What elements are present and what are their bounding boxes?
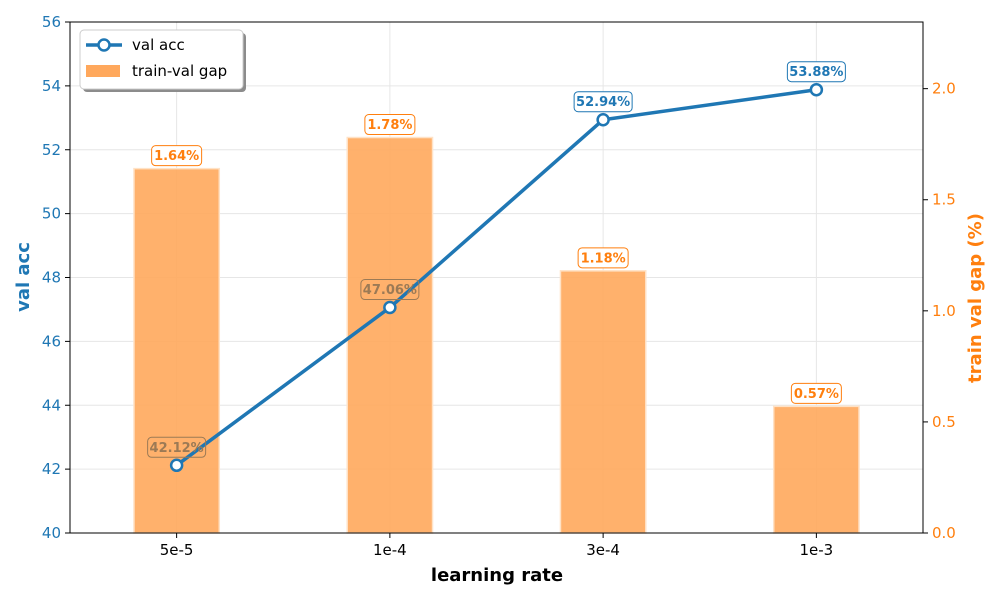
left-tick-label: 40 xyxy=(42,524,61,542)
line-value-label-box xyxy=(147,436,207,458)
left-tick-label: 44 xyxy=(42,396,61,414)
legend-line-label: val acc xyxy=(132,36,185,54)
left-tick-label: 48 xyxy=(42,269,61,287)
line-value-label-box xyxy=(786,61,846,83)
right-tick-label: 2.0 xyxy=(932,80,956,98)
bar-value-label-box xyxy=(151,145,203,167)
legend: val acc train-val gap xyxy=(79,29,246,92)
line-value-label-box xyxy=(573,91,633,113)
line-series xyxy=(169,82,824,473)
axes: 40 42 44 46 48 50 52 54 56 0.0 0.5 1.0 1.5 2.0 5e-5 1e-… xyxy=(42,13,956,559)
bar xyxy=(559,270,647,534)
left-tick-label: 54 xyxy=(42,77,61,95)
x-tick-label: 3e-4 xyxy=(586,541,620,559)
bar-value-label-box xyxy=(577,247,629,269)
line-value-label: 47.06% xyxy=(363,283,417,298)
line-point xyxy=(383,300,397,315)
left-tick-label: 46 xyxy=(42,332,61,350)
left-tick-label: 42 xyxy=(42,460,61,478)
legend-bar-label: train-val gap xyxy=(132,62,227,80)
x-tick-label: 1e-3 xyxy=(800,541,834,559)
line-value-label: 52.94% xyxy=(576,95,630,110)
legend-bar-swatch xyxy=(86,65,120,77)
line-point xyxy=(809,82,824,97)
bar xyxy=(346,136,434,534)
bar-value-label-box xyxy=(364,114,416,136)
left-tick-label: 52 xyxy=(42,141,61,159)
bar-value-label: 1.64% xyxy=(154,149,199,164)
right-tick-label: 0.0 xyxy=(932,524,956,542)
left-tick-label: 50 xyxy=(42,205,61,223)
bar-value-label: 1.78% xyxy=(367,118,412,133)
data-labels: 1.64% 1.78% 1.18% 0.57% 42.12% 47.06% 52.94% 53… xyxy=(147,61,846,458)
line-point xyxy=(596,112,610,127)
bar-value-label-box xyxy=(790,382,842,404)
right-tick-label: 0.5 xyxy=(932,413,956,431)
right-tick-label: 1.5 xyxy=(932,191,956,209)
left-tick-label: 56 xyxy=(42,13,61,31)
x-tick-label: 5e-5 xyxy=(160,541,194,559)
x-tick-label: 1e-4 xyxy=(373,541,407,559)
line-value-label: 53.88% xyxy=(789,65,843,80)
right-axis-title: train val gap (%) xyxy=(965,213,986,383)
line-path xyxy=(175,87,817,467)
x-axis-title: learning rate xyxy=(431,565,563,586)
bar-series xyxy=(133,136,860,534)
bar-value-label: 1.18% xyxy=(581,251,626,266)
line-value-label-box xyxy=(360,279,420,301)
line-point xyxy=(169,458,184,473)
legend-line-marker xyxy=(97,38,111,52)
left-axis-title: val acc xyxy=(13,242,34,312)
bar-value-label: 0.57% xyxy=(794,387,839,402)
line-value-label: 42.12% xyxy=(150,441,204,456)
right-tick-label: 1.0 xyxy=(932,302,956,320)
bar xyxy=(133,167,221,534)
bar xyxy=(772,405,860,534)
